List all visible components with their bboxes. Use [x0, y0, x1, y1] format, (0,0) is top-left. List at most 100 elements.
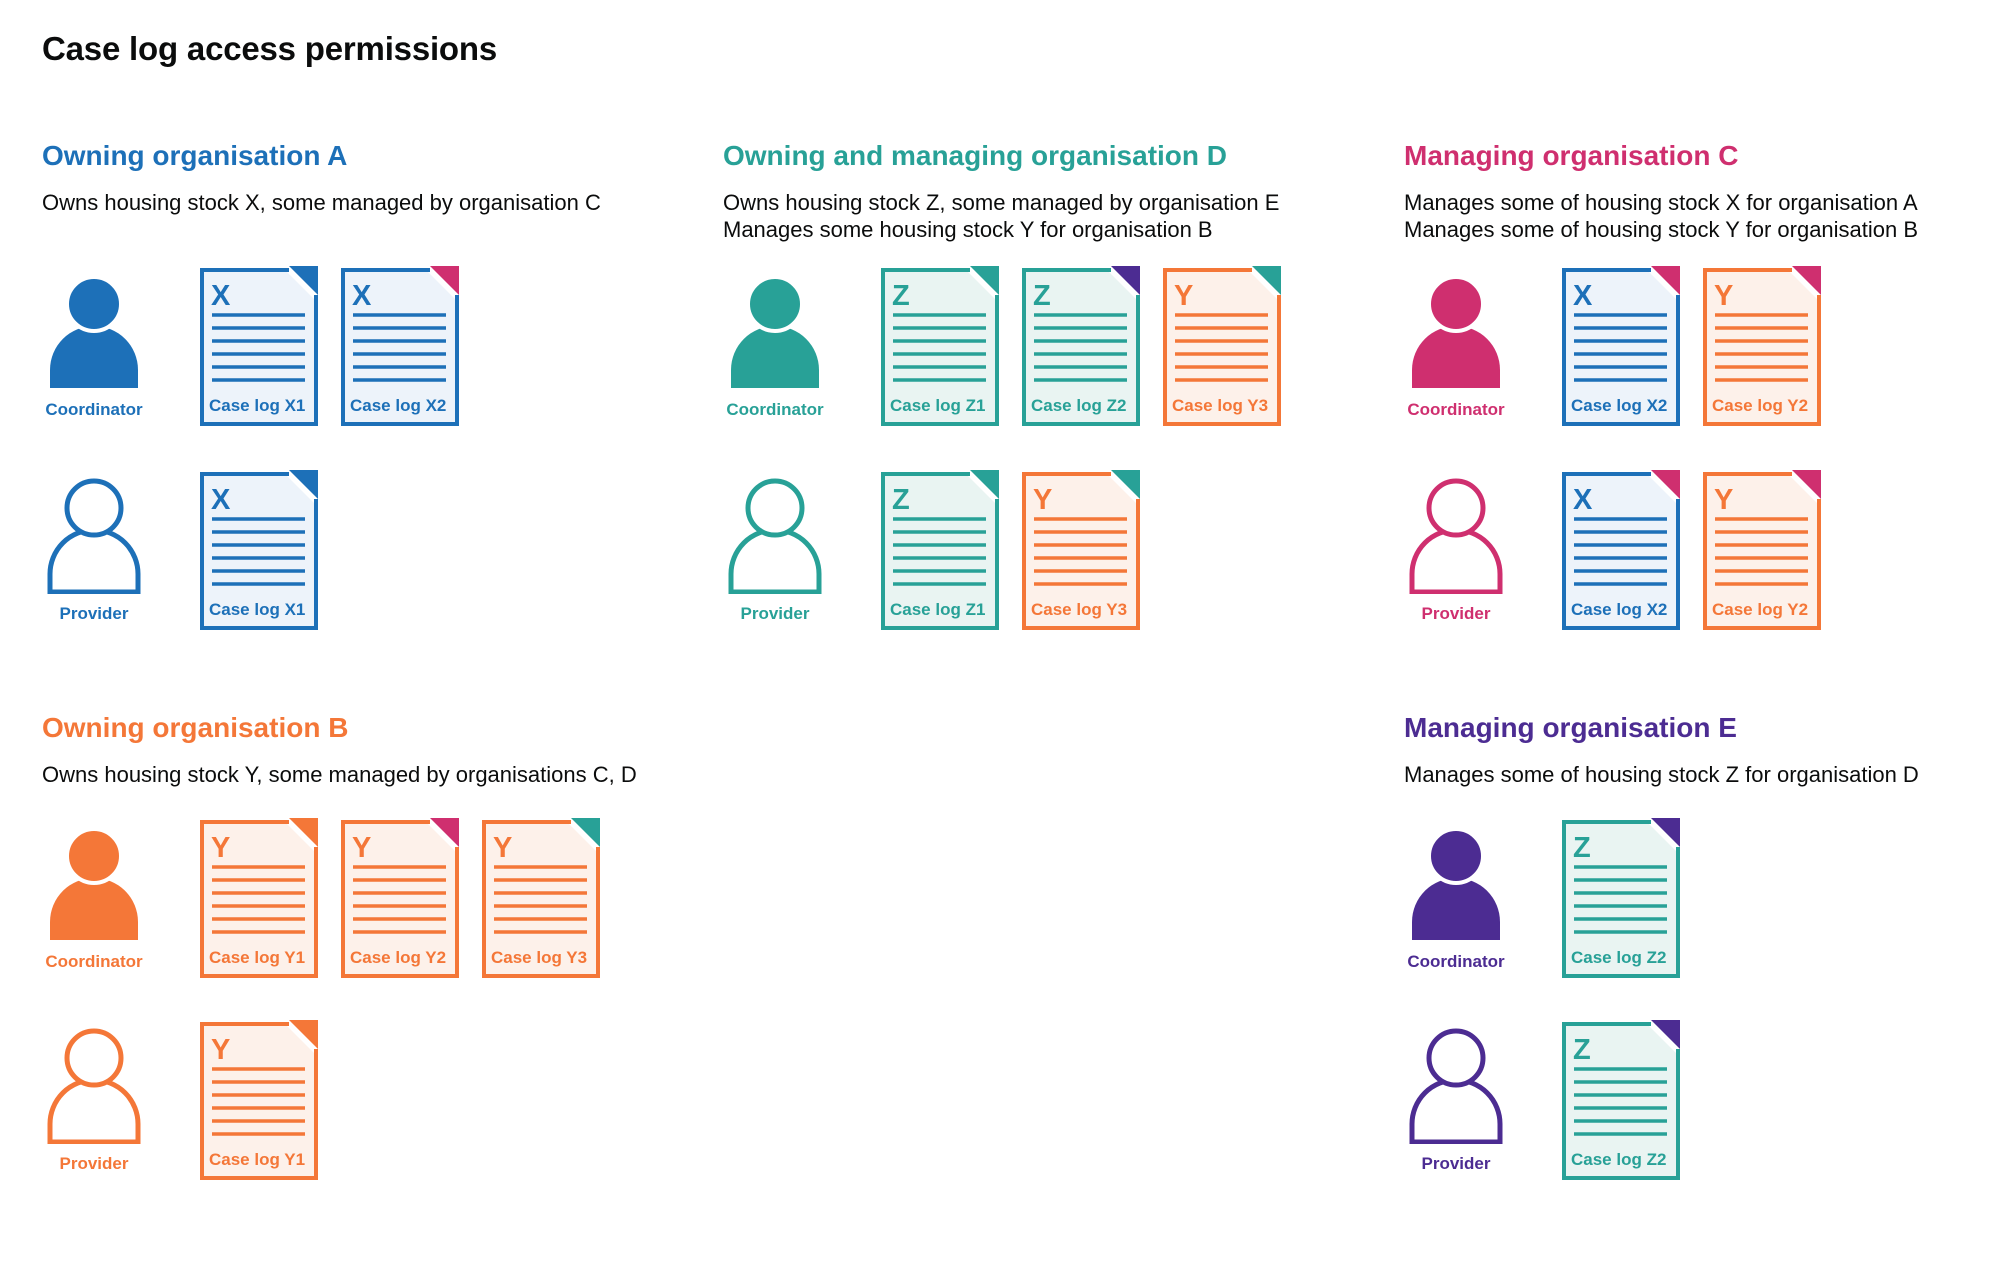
- folded-corner-icon: [430, 266, 459, 295]
- folded-corner-icon: [1651, 1020, 1680, 1049]
- folded-corner-icon: [1651, 470, 1680, 499]
- description-line: Owns housing stock Z, some managed by or…: [723, 190, 1280, 215]
- document-page: [883, 474, 997, 628]
- person: Coordinator: [42, 266, 146, 420]
- document-page: [1564, 474, 1678, 628]
- permission-row: Coordinator Z Case log Z1 Z Case log Z2 Y Cas…: [723, 266, 1283, 428]
- case-log-document-icon: X Case log X1: [200, 470, 318, 630]
- document-label: Case log Y2: [350, 948, 446, 967]
- role-label: Provider: [59, 604, 129, 623]
- person-head: [64, 1028, 124, 1088]
- folded-corner-icon: [289, 818, 318, 847]
- document-page: [202, 822, 316, 976]
- case-log-documents: X Case log X1 X Case log X2: [198, 266, 461, 428]
- case-log-documents: X Case log X1: [198, 470, 320, 632]
- role-label: Coordinator: [1407, 952, 1505, 971]
- case-log-document-icon: Y Case log Y3: [1163, 266, 1281, 426]
- case-log-document-icon: Z Case log Z2: [1562, 1020, 1680, 1180]
- person-body: [50, 878, 138, 940]
- coordinator-icon: [731, 275, 819, 388]
- stock-letter: Z: [892, 484, 910, 516]
- person-head: [746, 275, 804, 333]
- provider-icon: [1409, 1028, 1503, 1144]
- role-label: Provider: [1421, 1154, 1491, 1173]
- case-log-documents: Y Case log Y1 Y Case log Y2 Y Case log Y3: [198, 818, 602, 980]
- folded-corner-icon: [289, 470, 318, 499]
- document-label: Case log Y2: [1712, 396, 1808, 415]
- person-head: [65, 827, 123, 885]
- description-line: Manages some housing stock Y for organis…: [723, 217, 1213, 242]
- role-label: Coordinator: [45, 400, 143, 419]
- section-heading: Owning organisation A: [42, 140, 348, 171]
- document-border: [341, 268, 459, 426]
- document-border: [1562, 820, 1680, 978]
- case-log-document-icon: Y Case log Y1: [200, 818, 318, 978]
- document-border: [200, 820, 318, 978]
- role-label: Provider: [740, 604, 810, 623]
- role-label: Provider: [1421, 604, 1491, 623]
- stock-letter: Y: [493, 832, 512, 864]
- provider-icon: [1409, 478, 1503, 594]
- section-description: Owns housing stock Y, some managed by or…: [42, 761, 637, 788]
- document-border: [200, 1022, 318, 1180]
- folded-corner-icon: [1792, 266, 1821, 295]
- folded-corner-icon: [430, 818, 459, 847]
- case-log-document-icon: X Case log X2: [1562, 266, 1680, 426]
- section-heading: Owning organisation B: [42, 712, 349, 743]
- section-heading: Managing organisation C: [1404, 140, 1739, 171]
- case-log-document-icon: Z Case log Z1: [881, 470, 999, 630]
- role-label: Coordinator: [45, 952, 143, 971]
- role-label: Coordinator: [726, 400, 824, 419]
- document-label: Case log Y3: [1031, 600, 1127, 619]
- stock-letter: Y: [352, 832, 371, 864]
- section-description: Manages some of housing stock Z for orga…: [1404, 761, 1919, 788]
- person: Provider: [42, 1020, 146, 1174]
- document-page: [1564, 270, 1678, 424]
- document-border: [1163, 268, 1281, 426]
- person: Provider: [1404, 470, 1508, 624]
- document-border: [1703, 268, 1821, 426]
- document-label: Case log Y3: [491, 948, 587, 967]
- folded-corner-icon: [1651, 818, 1680, 847]
- section-heading: Managing organisation E: [1404, 712, 1737, 743]
- person: Provider: [1404, 1020, 1508, 1174]
- document-label: Case log Z2: [1031, 396, 1126, 415]
- case-log-document-icon: Z Case log Z2: [1562, 818, 1680, 978]
- document-label: Case log X2: [1571, 600, 1667, 619]
- permission-row: Coordinator X Case log X2 Y Case log Y2: [1404, 266, 1823, 428]
- person: Coordinator: [1404, 818, 1508, 972]
- provider-icon: [47, 478, 141, 594]
- stock-letter: Y: [1033, 484, 1052, 516]
- case-log-documents: Z Case log Z1 Y Case log Y3: [879, 470, 1142, 632]
- document-page: [1705, 270, 1819, 424]
- document-border: [200, 472, 318, 630]
- document-border: [1703, 472, 1821, 630]
- stock-letter: X: [352, 280, 372, 312]
- stock-letter: X: [211, 484, 231, 516]
- document-border: [1562, 472, 1680, 630]
- section-heading: Owning and managing organisation D: [723, 140, 1228, 171]
- case-log-document-icon: X Case log X2: [341, 266, 459, 426]
- person-head: [1427, 275, 1485, 333]
- person-head: [1426, 478, 1486, 538]
- coordinator-icon: [1412, 827, 1500, 940]
- permission-row: Coordinator Y Case log Y1 Y Case log Y2 Y Cas…: [42, 818, 602, 980]
- section-description: Manages some of housing stock X for orga…: [1404, 189, 1918, 243]
- case-log-document-icon: Y Case log Y2: [341, 818, 459, 978]
- person: Coordinator: [1404, 266, 1508, 420]
- stock-letter: Y: [1714, 484, 1733, 516]
- document-label: Case log Y3: [1172, 396, 1268, 415]
- folded-corner-icon: [1792, 470, 1821, 499]
- document-label: Case log Y1: [209, 948, 305, 967]
- role-label: Provider: [59, 1154, 129, 1173]
- document-border: [881, 268, 999, 426]
- person-body: [728, 527, 822, 594]
- person: Provider: [723, 470, 827, 624]
- stock-letter: Y: [211, 1034, 230, 1066]
- stock-letter: X: [211, 280, 231, 312]
- document-page: [1564, 822, 1678, 976]
- folded-corner-icon: [970, 266, 999, 295]
- document-border: [1562, 1022, 1680, 1180]
- document-page: [1564, 1024, 1678, 1178]
- document-border: [200, 268, 318, 426]
